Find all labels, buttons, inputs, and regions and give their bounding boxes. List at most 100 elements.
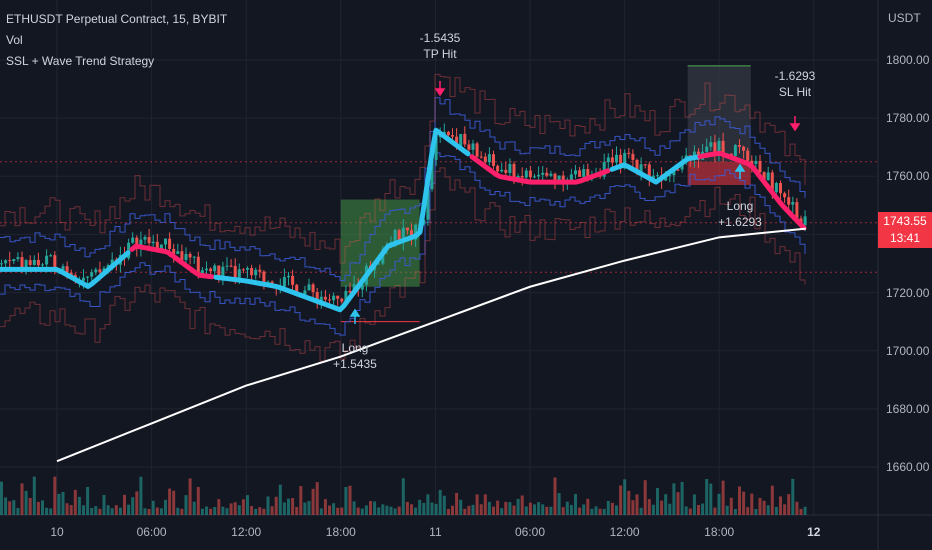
candle-body	[311, 284, 315, 293]
candle-body	[53, 255, 57, 272]
candle-body	[110, 259, 114, 266]
volume-bar	[172, 490, 176, 515]
volume-bar	[414, 507, 418, 515]
candle-body	[541, 172, 545, 175]
candle-body	[405, 227, 409, 231]
volume-bar	[602, 508, 606, 515]
volume-bar	[660, 500, 664, 515]
candle-body	[656, 175, 659, 177]
candle-body	[647, 164, 651, 180]
volume-bar	[438, 489, 442, 515]
volume-bar	[479, 504, 483, 515]
candle-body	[151, 241, 155, 244]
candle-body	[348, 290, 352, 293]
volume-bar	[389, 506, 393, 515]
volume-bar	[533, 504, 536, 515]
volume-bar	[159, 508, 163, 515]
volume-bar	[352, 501, 356, 515]
trade-entry-side: Long	[726, 199, 754, 213]
candle-body	[709, 142, 713, 147]
candle-body	[676, 169, 680, 171]
volume-bar	[692, 494, 696, 515]
time-tick-label: 12:00	[231, 525, 262, 539]
volume-bar	[783, 504, 787, 515]
volume-bar	[369, 501, 372, 515]
volume-bar	[282, 502, 286, 515]
volume-bar	[475, 494, 479, 515]
volume-bar	[418, 499, 422, 515]
volume-bar	[565, 501, 569, 515]
candle-body	[512, 163, 516, 180]
volume-bar	[4, 497, 8, 515]
candle-body	[578, 170, 582, 177]
volume-bar	[168, 488, 172, 515]
candle-body	[504, 169, 508, 173]
volume-bar	[323, 499, 327, 515]
volume-bar	[582, 504, 586, 515]
candle-body	[487, 154, 491, 163]
candle-body	[147, 236, 151, 244]
volume-bar	[291, 498, 295, 515]
candle-body	[225, 265, 229, 267]
volume-bar	[32, 476, 36, 515]
candle-body	[340, 298, 344, 302]
volume-bar	[676, 492, 680, 515]
volume-bar	[471, 504, 475, 515]
volume-bar	[639, 507, 643, 515]
volume-bar	[684, 506, 688, 515]
volume-bar	[492, 506, 495, 515]
volume-bar	[508, 502, 512, 515]
ema-line	[56, 227, 807, 463]
volume-bar	[287, 498, 290, 515]
volume-bar	[557, 493, 561, 515]
volume-indicator-label[interactable]: Vol	[6, 33, 23, 47]
volume-bar	[766, 505, 770, 515]
volume-bar	[574, 493, 577, 515]
volume-bar	[598, 508, 602, 515]
strategy-indicator-label[interactable]: SSL + Wave Trend Strategy	[6, 54, 155, 68]
volume-bar	[791, 478, 795, 515]
candle-body	[287, 275, 290, 278]
candle-body	[200, 270, 204, 274]
volume-bar	[647, 499, 651, 515]
volume-bar	[463, 508, 467, 515]
volume-bar	[410, 504, 413, 515]
candle-body	[360, 284, 364, 290]
channel-lower-band	[0, 152, 806, 336]
volume-bar	[779, 496, 782, 515]
candle-body	[291, 275, 295, 285]
candle-body	[582, 169, 586, 177]
volume-bar	[69, 505, 73, 515]
candle-body	[762, 172, 766, 181]
volume-bar	[451, 505, 454, 515]
candle-body	[746, 150, 750, 161]
candle-body	[28, 260, 32, 265]
candle-body	[196, 256, 200, 274]
volume-bar	[496, 500, 500, 515]
candle-body	[24, 260, 28, 268]
volume-bar	[356, 507, 360, 515]
candle-body	[36, 259, 40, 266]
take-profit-zone	[340, 199, 420, 287]
volume-bar	[619, 485, 623, 515]
volume-bar	[340, 507, 344, 515]
candle-body	[619, 154, 623, 169]
candle-body	[651, 175, 655, 180]
candle-body	[184, 253, 188, 261]
candle-body	[246, 267, 249, 270]
volume-bar	[516, 498, 520, 515]
volume-bar	[631, 500, 635, 515]
volume-bar	[258, 507, 262, 515]
candle-body	[262, 271, 266, 283]
volume-bar	[229, 503, 233, 515]
volume-bar	[688, 508, 692, 515]
volume-bar	[364, 505, 368, 515]
symbol-title[interactable]: ETHUSDT Perpetual Contract, 15, BYBIT	[6, 12, 228, 26]
candle-body	[631, 153, 635, 160]
volume-bar	[233, 502, 237, 515]
channel-outer-upper	[0, 73, 806, 264]
volume-bar	[668, 503, 672, 515]
volume-bar	[594, 506, 598, 515]
